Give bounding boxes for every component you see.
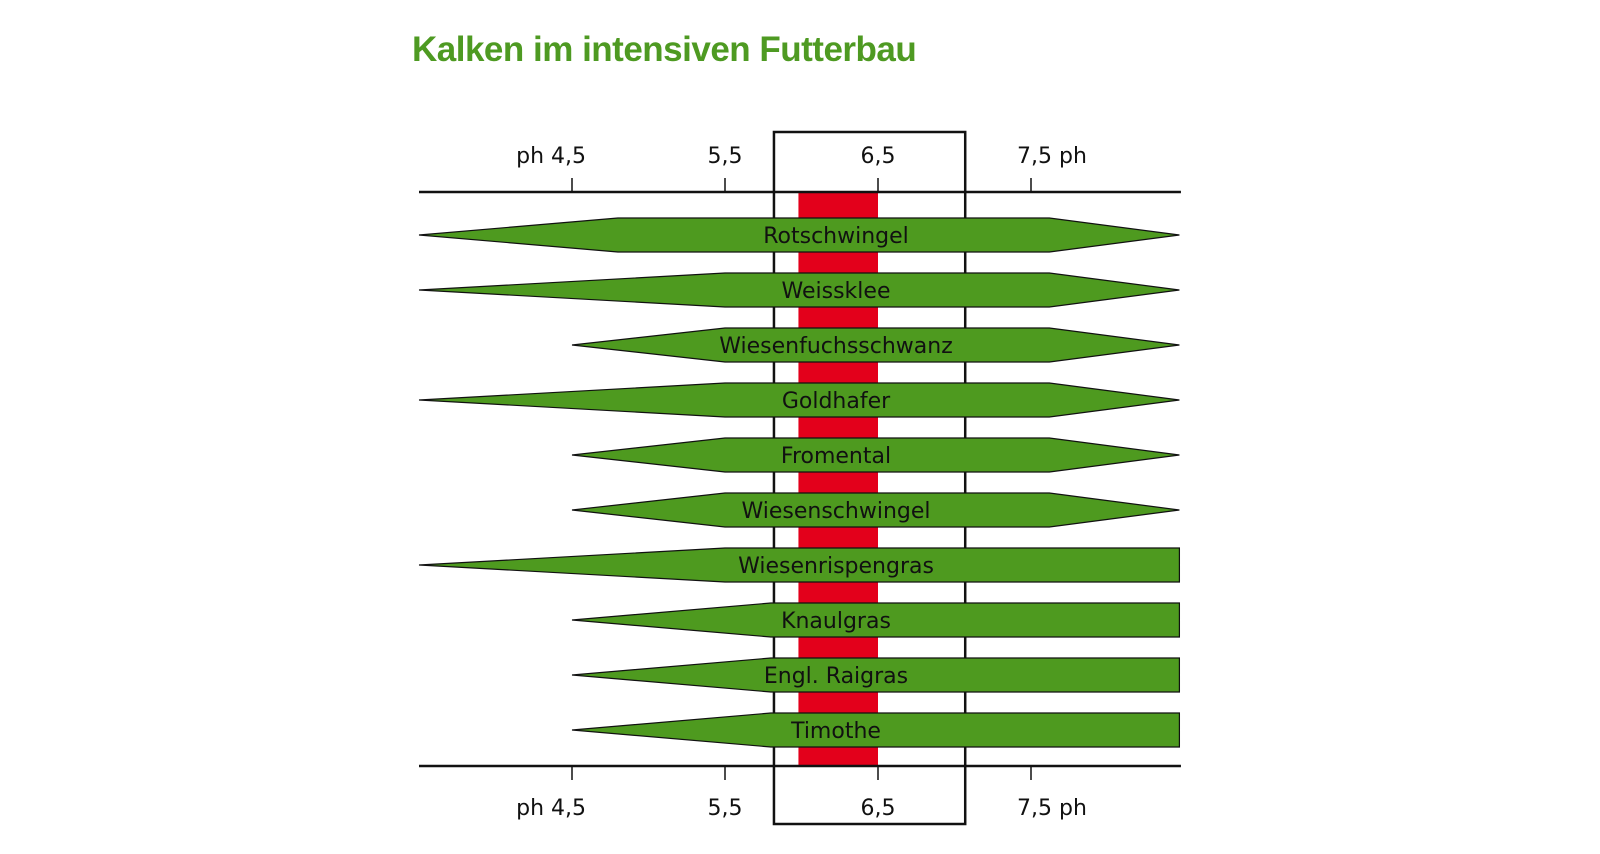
bar-label: Wiesenfuchsschwanz [719, 334, 953, 359]
bar-label: Engl. Raigras [764, 664, 908, 689]
bar-fromental [571, 437, 1180, 473]
bar-label: Wiesenrispengras [738, 554, 934, 579]
tick-label-top: 7,5 ph [1017, 144, 1087, 169]
tick-label-bottom: 6,5 [861, 796, 896, 821]
bar-label: Knaulgras [781, 609, 891, 634]
tick-label-top: ph 4,5 [516, 144, 586, 169]
bar-wiesenfuchsschwanz [571, 327, 1180, 363]
bar-rotschwingel [418, 217, 1180, 253]
bar-timothe [571, 712, 1181, 748]
bar-label: Fromental [781, 444, 891, 469]
tick-label-bottom: 7,5 ph [1017, 796, 1087, 821]
bar-goldhafer [418, 382, 1180, 418]
bar-weissklee [418, 272, 1180, 308]
bar-label: Weissklee [782, 279, 891, 304]
chart-title: Kalken im intensiven Futterbau [412, 30, 917, 69]
tick-label-top: 5,5 [708, 144, 743, 169]
bar-wiesenschwingel [571, 492, 1180, 528]
tick-label-bottom: ph 4,5 [516, 796, 586, 821]
bar-label: Goldhafer [782, 389, 891, 414]
bar-label: Rotschwingel [763, 224, 909, 249]
bar-wiesenrispengras [418, 547, 1181, 583]
optimum-frame [772, 130, 967, 826]
tick-label-bottom: 5,5 [708, 796, 743, 821]
bar-label: Wiesenschwingel [741, 499, 930, 524]
bar-knaulgras [571, 602, 1181, 638]
bar-engl-raigras [571, 657, 1181, 693]
tick-label-top: 6,5 [861, 144, 896, 169]
bar-label: Timothe [790, 719, 881, 744]
